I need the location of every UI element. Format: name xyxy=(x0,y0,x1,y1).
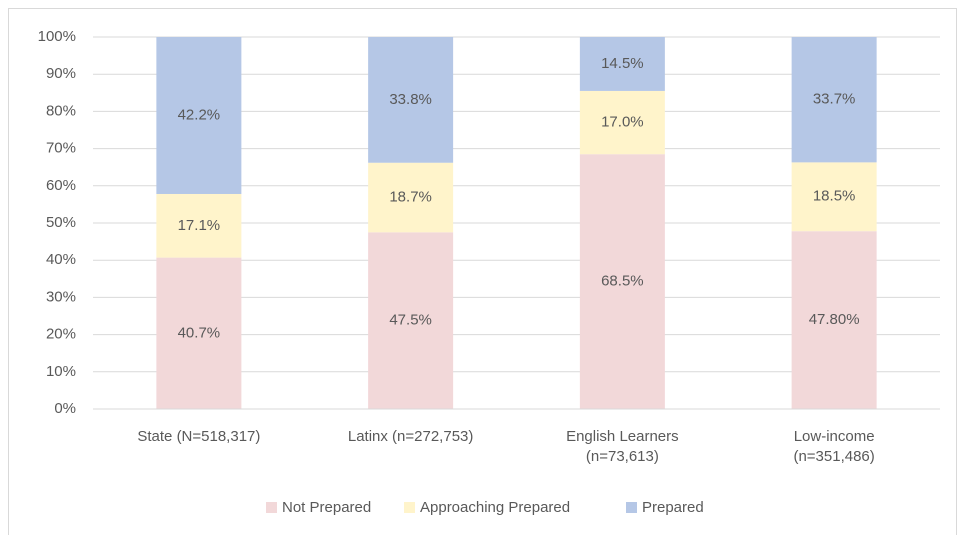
legend-swatch xyxy=(404,502,415,513)
value-label: 33.7% xyxy=(813,91,856,108)
bar-segment xyxy=(368,232,454,409)
value-label: 42.2% xyxy=(178,106,221,123)
value-label: 14.5% xyxy=(601,55,644,72)
y-tick-label: 100% xyxy=(38,28,76,45)
legend-swatch xyxy=(266,502,277,513)
y-tick-label: 40% xyxy=(46,251,76,268)
x-tick-label: State (N=518,317) xyxy=(137,428,261,445)
y-tick-label: 90% xyxy=(46,65,76,82)
legend-label: Approaching Prepared xyxy=(420,499,570,516)
bar-segment xyxy=(368,37,454,163)
value-label: 47.5% xyxy=(389,312,432,329)
legend-swatch xyxy=(626,502,637,513)
bar-segment xyxy=(579,37,665,91)
bar-segment xyxy=(156,193,242,258)
bar-segment xyxy=(579,154,665,409)
x-tick-label: Latinx (n=272,753) xyxy=(347,428,474,445)
x-tick-label: English Learners (n=73,613) xyxy=(566,428,679,465)
y-tick-label: 70% xyxy=(46,140,76,157)
bar-segment xyxy=(791,37,877,163)
y-tick-label: 60% xyxy=(46,177,76,194)
legend-label: Not Prepared xyxy=(282,499,371,516)
value-label: 17.0% xyxy=(601,114,644,131)
y-tick-label: 10% xyxy=(46,363,76,380)
bar-segment xyxy=(791,162,877,232)
y-tick-label: 80% xyxy=(46,102,76,119)
value-label: 18.5% xyxy=(813,188,856,205)
value-label: 68.5% xyxy=(601,273,644,290)
legend-label: Prepared xyxy=(642,499,704,516)
value-label: 47.80% xyxy=(809,311,860,328)
value-label: 18.7% xyxy=(389,188,432,205)
x-tick-label: Low-income (n=351,486) xyxy=(793,428,875,465)
bar-segment xyxy=(579,90,665,155)
y-tick-label: 30% xyxy=(46,288,76,305)
y-tick-label: 20% xyxy=(46,326,76,343)
bar-segment xyxy=(156,37,242,194)
value-label: 40.7% xyxy=(178,324,221,341)
bar-segment xyxy=(791,231,877,409)
value-label: 17.1% xyxy=(178,217,221,234)
value-label: 33.8% xyxy=(389,91,432,108)
y-tick-label: 0% xyxy=(54,400,76,417)
y-tick-label: 50% xyxy=(46,214,76,231)
bar-segment xyxy=(156,257,242,409)
bar-segment xyxy=(368,162,454,233)
